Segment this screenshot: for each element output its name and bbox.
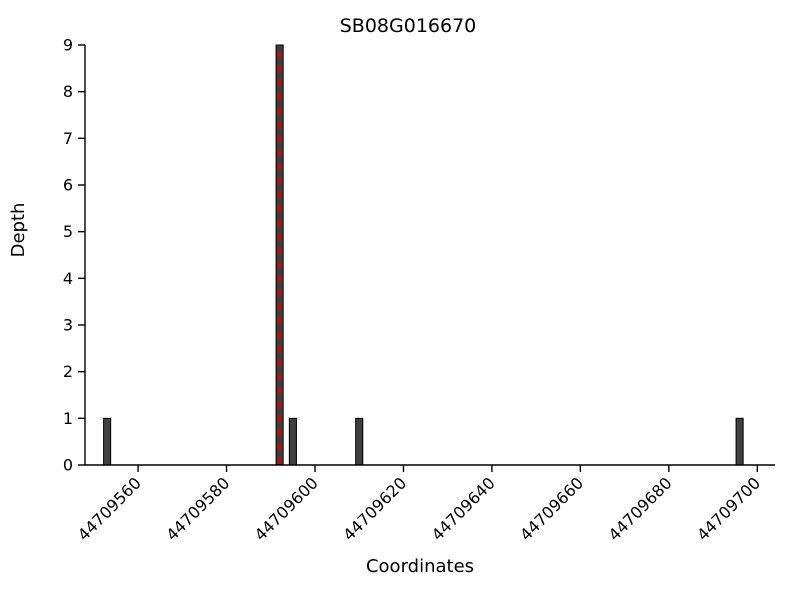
chart-title: SB08G016670 (340, 15, 477, 37)
depth-bar (735, 417, 744, 466)
x-tick-label: 44709580 (162, 473, 233, 544)
depth-bar (103, 417, 112, 466)
y-tick-label: 2 (63, 362, 73, 381)
y-tick-label: 6 (63, 176, 73, 195)
x-tick-label: 44709600 (251, 473, 322, 544)
y-tick-label: 1 (63, 409, 73, 428)
y-tick-label: 4 (63, 269, 73, 288)
x-tick-label: 44709640 (428, 473, 499, 544)
x-tick-label: 44709680 (605, 473, 676, 544)
y-tick-label: 8 (63, 82, 73, 101)
y-tick-label: 9 (63, 36, 73, 55)
x-tick-label: 44709700 (693, 473, 764, 544)
x-tick-label: 44709560 (74, 473, 145, 544)
y-tick-label: 7 (63, 129, 73, 148)
y-tick-label: 3 (63, 316, 73, 335)
y-axis-label: Depth (8, 203, 29, 258)
x-tick-label: 44709620 (339, 473, 410, 544)
y-tick-label: 5 (63, 222, 73, 241)
y-tick-label: 0 (63, 456, 73, 475)
x-axis-label: Coordinates (366, 556, 474, 577)
x-tick-label: 44709660 (516, 473, 587, 544)
depth-bar (355, 417, 364, 466)
depth-bar (288, 417, 297, 466)
